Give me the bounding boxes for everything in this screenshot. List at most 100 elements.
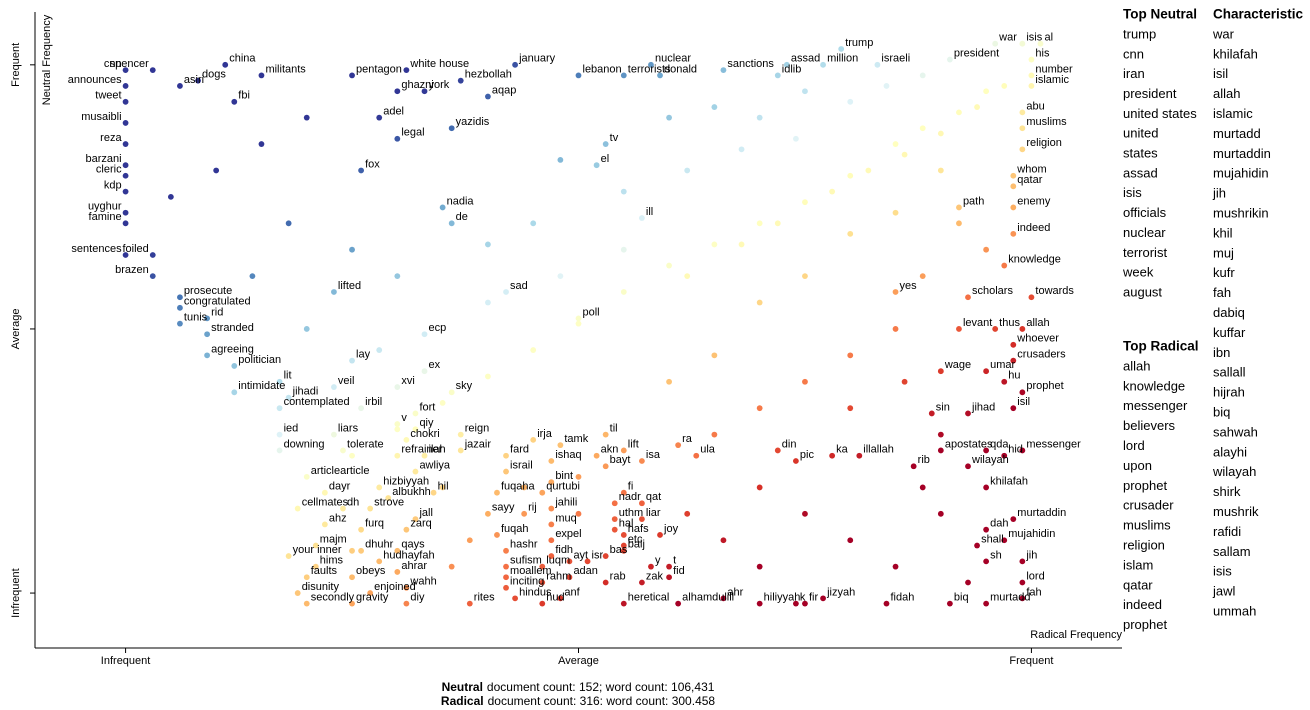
term-label: bas (610, 544, 628, 556)
term-point (1010, 204, 1017, 211)
term-label: famine (89, 211, 122, 223)
term-point (575, 473, 582, 480)
term-point (177, 294, 183, 301)
term-point (1019, 40, 1026, 47)
term-label: hid (1008, 444, 1023, 456)
term-point (548, 521, 555, 528)
list-term: islam (1123, 557, 1153, 572)
term-label: intimidate (238, 380, 285, 392)
term-point (276, 447, 283, 454)
term-label: cnn (104, 58, 122, 70)
term-label: dah (990, 518, 1008, 530)
term-label: messenger (1026, 438, 1081, 450)
term-point (122, 83, 129, 89)
term-label: hafs (628, 523, 649, 535)
term-point (756, 114, 763, 121)
term-point (684, 510, 691, 517)
term-point (122, 98, 129, 105)
term-label: yes (900, 280, 918, 292)
term-label: chokri (410, 428, 439, 440)
term-point (557, 273, 564, 280)
term-point (774, 220, 781, 227)
term-point (892, 141, 899, 147)
term-point (802, 378, 808, 385)
term-point (1010, 183, 1017, 190)
term-label: bayt (610, 454, 631, 466)
term-label: lord (1026, 570, 1044, 582)
list-term: sallall (1213, 365, 1246, 380)
term-label: ka (836, 444, 849, 456)
term-point (358, 405, 364, 412)
list-term: jawl (1212, 584, 1236, 599)
term-point (983, 558, 990, 565)
term-point (983, 600, 990, 607)
term-label: isa (646, 449, 661, 461)
term-point (448, 563, 455, 570)
list-term: dabiq (1213, 305, 1245, 320)
term-point (666, 114, 672, 121)
term-point (167, 193, 174, 200)
term-point (530, 220, 537, 227)
term-point (503, 468, 509, 475)
term-label: pentagon (356, 63, 402, 75)
list-term: prophet (1123, 478, 1167, 493)
term-label: dayr (329, 481, 351, 493)
list-term: wilayah (1212, 464, 1256, 479)
term-point (575, 510, 582, 517)
term-label: dh (347, 496, 359, 508)
term-point (937, 510, 944, 517)
term-label: moallem (510, 565, 552, 577)
term-point (802, 273, 808, 280)
term-point (639, 516, 645, 523)
term-point (648, 563, 654, 570)
term-point (521, 484, 528, 491)
term-label: uthm (619, 507, 643, 519)
list-term: week (1122, 265, 1154, 280)
term-point (539, 563, 546, 570)
term-point (485, 373, 491, 380)
term-label: y (655, 555, 661, 567)
term-point (548, 505, 555, 512)
term-point (177, 83, 183, 89)
list-term: iran (1123, 66, 1145, 81)
list-term: ummah (1213, 604, 1256, 619)
list-term: upon (1123, 458, 1152, 473)
list-term: khilafah (1213, 46, 1258, 61)
term-label: agreeing (211, 343, 254, 355)
list-term: crusader (1123, 498, 1174, 513)
term-label: secondly (311, 592, 355, 604)
term-label: york (429, 79, 450, 91)
term-point (620, 600, 627, 607)
term-label: hizbiyyah (383, 475, 429, 487)
term-label: illallah (863, 444, 894, 456)
term-point (394, 421, 401, 427)
term-label: militants (265, 63, 306, 75)
term-label: president (954, 47, 999, 59)
y-tick-label: Average (10, 309, 22, 350)
term-point (548, 479, 555, 486)
term-point (756, 405, 763, 412)
term-point (793, 458, 799, 464)
footer-line: Radical document count: 316: word count: … (441, 694, 716, 708)
term-point (620, 188, 627, 195)
term-point (1019, 579, 1026, 586)
term-point (195, 77, 201, 84)
term-point (720, 67, 727, 74)
term-label: pic (800, 449, 815, 461)
term-label: rahm (546, 570, 571, 582)
term-point (593, 452, 600, 459)
term-point (602, 553, 609, 559)
term-point (503, 452, 509, 459)
term-point (566, 574, 573, 581)
term-label: qays (401, 539, 425, 551)
term-label: lay (356, 349, 371, 361)
term-point (149, 252, 156, 258)
list-term: kufr (1213, 265, 1235, 280)
term-point (974, 542, 980, 549)
term-label: disunity (302, 581, 340, 593)
term-label: fidh (555, 544, 573, 556)
term-label: fidah (890, 592, 914, 604)
term-label: akn (601, 444, 619, 456)
term-point (122, 188, 129, 195)
term-point (494, 489, 500, 496)
